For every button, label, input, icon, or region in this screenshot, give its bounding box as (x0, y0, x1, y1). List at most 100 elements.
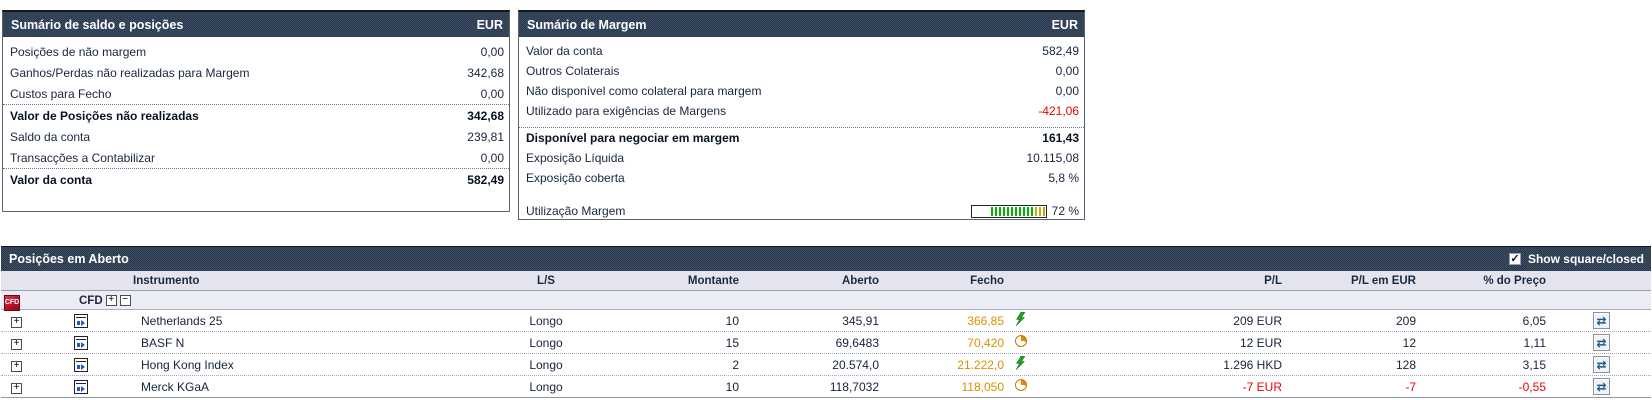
row-label: Exposição coberta (526, 171, 625, 185)
margin-row: Outros Colaterais 0,00 (519, 61, 1084, 81)
row-label: Ganhos/Perdas não realizadas para Margem (10, 65, 250, 80)
row-value: 0,00 (480, 44, 504, 59)
column-header-amount[interactable]: Montante (687, 274, 739, 287)
amount-value: 2 (732, 357, 739, 372)
open-positions-panel: Posições em Aberto ✓ Show square/closed … (1, 246, 1651, 398)
long-short-value: Longo (529, 379, 563, 394)
margin-panel-title: Sumário de Margem (527, 17, 647, 32)
instrument-window-icon[interactable] (74, 379, 88, 394)
amount-value: 10 (725, 313, 739, 328)
amount-value: 10 (725, 379, 739, 394)
margin-utilization-bar (970, 204, 1047, 218)
balance-panel-title: Sumário de saldo e posições (11, 17, 184, 32)
instrument-window-icon[interactable] (74, 335, 88, 350)
balance-panel-header: Sumário de saldo e posições EUR (3, 12, 509, 37)
pct-price-value: 3,15 (1522, 357, 1546, 372)
square-position-button[interactable] (1593, 378, 1610, 395)
balance-row-account-value: Valor da conta 582,49 (3, 168, 509, 190)
position-row[interactable]: BASF N Longo 15 69,6483 70,420 12 EUR 12… (1, 331, 1651, 353)
pct-price-value: 1,11 (1523, 335, 1546, 350)
margin-summary-panel: Sumário de Margem EUR Valor da conta 582… (518, 10, 1085, 220)
expand-row-icon[interactable] (11, 339, 22, 350)
balance-row-total: Valor de Posições não realizadas 342,68 (3, 104, 509, 126)
pl-value: 1.296 HKD (1223, 357, 1282, 372)
instrument-window-icon[interactable] (74, 313, 88, 328)
pl-value: 12 EUR (1239, 335, 1282, 350)
amount-value: 15 (725, 335, 739, 350)
row-label: Posições de não margem (10, 44, 147, 59)
instrument-name: Hong Kong Index (141, 357, 234, 372)
expand-row-icon[interactable] (11, 361, 22, 372)
column-header-close[interactable]: Fecho (970, 274, 1004, 287)
instrument-name: Netherlands 25 (141, 313, 223, 328)
pct-price-value: -0,55 (1518, 379, 1546, 394)
row-label: Outros Colaterais (526, 64, 620, 78)
open-price: 69,6483 (835, 335, 879, 350)
show-square-closed-group: ✓ Show square/closed (1508, 252, 1644, 266)
close-price: 118,050 (961, 379, 1005, 394)
position-row[interactable]: Hong Kong Index Longo 2 20.574,0 21.222,… (1, 353, 1651, 375)
row-label: Não disponível como colateral para marge… (526, 84, 762, 98)
row-label: Valor da conta (526, 44, 603, 58)
long-short-value: Longo (529, 335, 563, 350)
instrument-name: BASF N (141, 335, 185, 350)
pl-value: 209 EUR (1233, 313, 1282, 328)
margin-utilization-row: Utilização Margem 72 % (519, 188, 1084, 222)
balance-panel-rows: Posições de não margem 0,00 Ganhos/Perda… (3, 37, 509, 190)
open-price: 118,7032 (829, 379, 879, 394)
cfd-group-row[interactable]: CFD CFD (1, 291, 1651, 311)
square-position-button[interactable] (1593, 356, 1610, 373)
row-label: Saldo da conta (10, 129, 91, 144)
expand-row-icon[interactable] (11, 383, 22, 394)
margin-utilization-bar-wrap: 72 % (970, 204, 1079, 218)
close-price: 70,420 (967, 335, 1004, 350)
column-header-pct-price[interactable]: % do Preço (1483, 274, 1546, 287)
row-value: 0,00 (1055, 64, 1079, 78)
pl-eur-value: 209 (1395, 313, 1416, 328)
column-header-ls[interactable]: L/S (537, 274, 555, 287)
table-bottom-border (1, 397, 1651, 398)
row-value: 0,00 (1055, 84, 1079, 98)
row-label: Valor da conta (10, 172, 93, 187)
square-position-button[interactable] (1593, 312, 1610, 329)
row-value: 0,00 (480, 150, 504, 165)
delayed-price-clock-icon (1014, 379, 1027, 391)
row-value: 10.115,08 (1026, 151, 1080, 165)
column-header-open[interactable]: Aberto (841, 274, 879, 287)
pl-eur-value: -7 (1405, 379, 1416, 394)
row-label: Utilização Margem (526, 204, 626, 218)
pl-eur-value: 128 (1395, 357, 1416, 372)
margin-panel-rows: Valor da conta 582,49 Outros Colaterais … (519, 37, 1084, 222)
column-header-pl-eur[interactable]: P/L em EUR (1351, 274, 1416, 287)
row-label: Valor de Posições não realizadas (10, 108, 199, 123)
open-price: 20.574,0 (832, 357, 879, 372)
pct-price-value: 6,05 (1522, 313, 1546, 328)
pl-value: -7 EUR (1242, 379, 1282, 394)
positions-column-header-row: Instrumento L/S Montante Aberto Fecho P/… (1, 271, 1651, 291)
position-row[interactable]: Netherlands 25 Longo 10 345,91 366,85 20… (1, 310, 1651, 331)
margin-row: Não disponível como colateral para marge… (519, 81, 1084, 101)
balance-summary-panel: Sumário de saldo e posições EUR Posições… (2, 10, 510, 212)
instrument-name: Merck KGaA (141, 379, 210, 394)
instrument-window-icon[interactable] (74, 357, 88, 372)
margin-row-used-for-margin: Utilizado para exigências de Margens -42… (519, 101, 1084, 121)
row-value: 582,49 (1042, 44, 1079, 58)
margin-row: Valor da conta 582,49 (519, 41, 1084, 61)
group-collapse-all-icon[interactable] (119, 295, 131, 307)
row-value: 582,49 (467, 172, 504, 187)
long-short-value: Longo (529, 357, 563, 372)
margin-row: Exposição Líquida 10.115,08 (519, 148, 1084, 168)
column-header-pl[interactable]: P/L (1264, 274, 1282, 287)
square-position-button[interactable] (1593, 334, 1610, 351)
show-square-closed-checkbox[interactable]: ✓ (1508, 252, 1521, 265)
close-price: 21.222,0 (957, 357, 1004, 372)
balance-row: Posições de não margem 0,00 (3, 41, 509, 62)
group-expand-all-icon[interactable] (105, 295, 117, 307)
long-short-value: Longo (529, 313, 563, 328)
expand-row-icon[interactable] (11, 317, 22, 328)
open-positions-titlebar: Posições em Aberto ✓ Show square/closed (1, 246, 1651, 271)
column-header-instrument[interactable]: Instrumento (133, 274, 200, 287)
position-row[interactable]: Merck KGaA Longo 10 118,7032 118,050 -7 … (1, 375, 1651, 397)
margin-panel-currency: EUR (1051, 17, 1078, 32)
balance-row: Transacções a Contabilizar 0,00 (3, 147, 509, 168)
